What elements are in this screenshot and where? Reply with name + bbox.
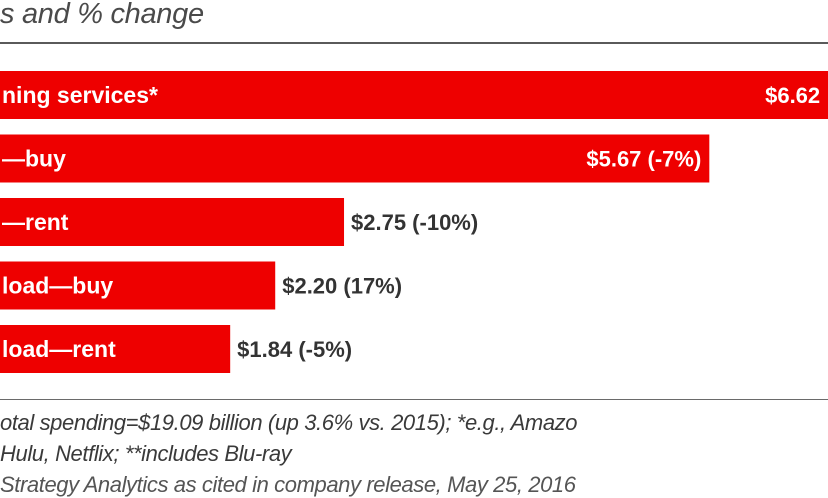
value-label-1: $5.67 (-7%) (586, 147, 701, 172)
bar-label-1: —buy (2, 146, 66, 172)
bar-label-3: load—buy (2, 273, 113, 299)
value-label-0: $6.62 (765, 83, 820, 108)
bar-label-2: —rent (2, 209, 69, 235)
bar-0 (0, 71, 828, 119)
bar-label-4: load—rent (2, 336, 116, 362)
bar-label-0: ning services* (2, 82, 158, 108)
value-label-3: $2.20 (17%) (282, 274, 402, 299)
footnote-line-2: Hulu, Netflix; **includes Blu-ray (0, 441, 292, 466)
bottom-divider (0, 399, 828, 400)
bar-1 (0, 134, 710, 183)
bar-2 (0, 198, 345, 246)
footnote-line-1: otal spending=$19.09 billion (up 3.6% vs… (0, 410, 578, 435)
bar-3 (0, 261, 276, 310)
top-divider (0, 42, 828, 44)
footnote-line-3: Strategy Analytics as cited in company r… (0, 472, 576, 497)
chart-subtitle: s and % change (0, 0, 204, 30)
bar-chart: ning services* $6.62 —buy $5.67 (-7%) —rent $… (0, 71, 828, 373)
bar-4 (0, 325, 231, 373)
value-label-4: $1.84 (-5%) (237, 337, 352, 362)
value-label-2: $2.75 (-10%) (351, 210, 478, 235)
